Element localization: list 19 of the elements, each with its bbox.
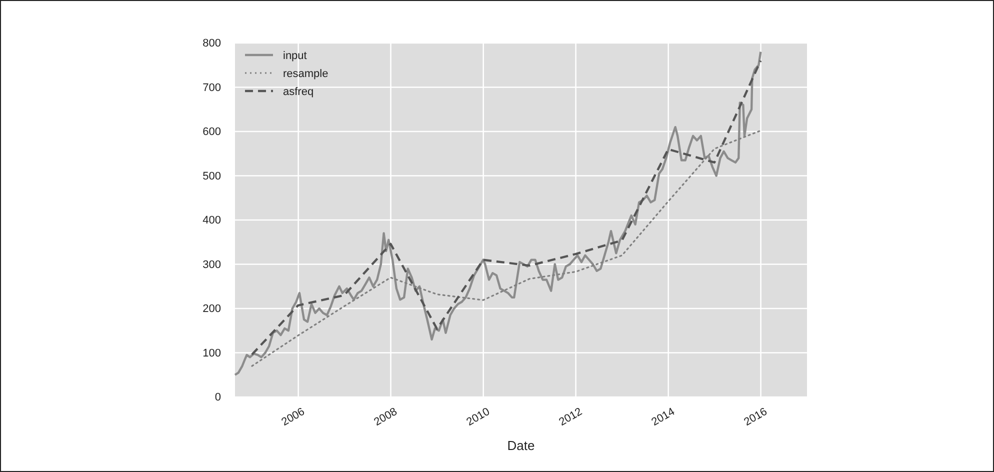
y-tick-label: 600: [202, 126, 221, 138]
y-tick-label: 300: [202, 258, 221, 271]
x-tick-label: 2010: [464, 406, 492, 428]
x-axis-title: Date: [507, 438, 535, 453]
y-tick-label: 500: [202, 170, 221, 182]
legend-label: input: [283, 50, 307, 62]
x-tick-label: 2016: [742, 406, 770, 428]
y-tick-label: 700: [202, 82, 221, 94]
legend-label: asfreq: [283, 86, 314, 98]
x-tick-label: 2008: [372, 406, 400, 428]
y-tick-label: 400: [202, 214, 221, 227]
y-tick-label: 200: [202, 303, 221, 316]
y-tick-label: 100: [202, 347, 221, 360]
y-tick-label: 0: [214, 392, 221, 404]
y-tick-label: 800: [202, 38, 221, 50]
x-tick-label: 2006: [280, 406, 307, 428]
x-tick-label: 2014: [650, 406, 677, 428]
x-tick-label: 2012: [557, 406, 584, 428]
legend-label: resample: [283, 68, 328, 80]
